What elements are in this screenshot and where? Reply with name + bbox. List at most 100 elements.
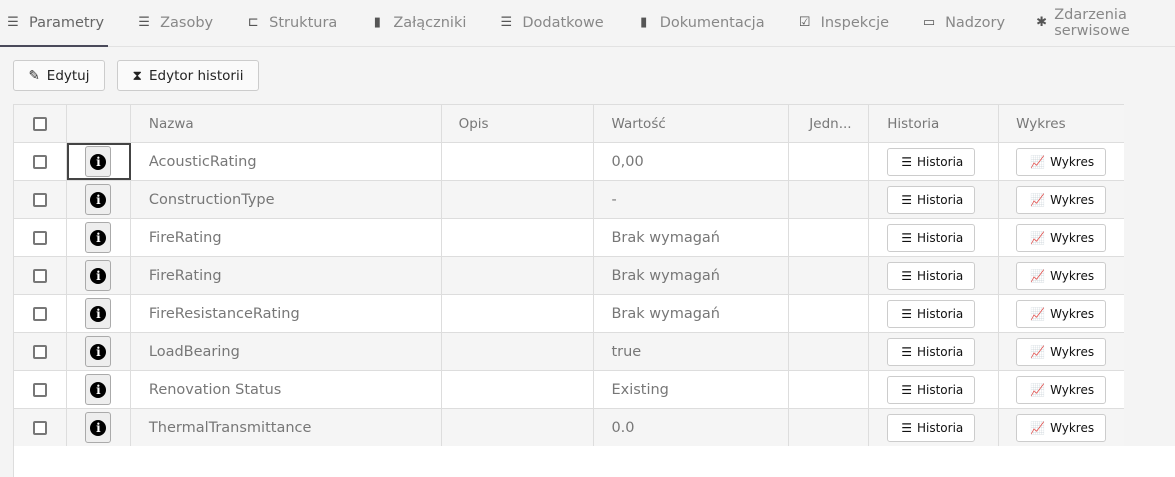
history-label: Historia [916, 192, 964, 207]
row-checkbox[interactable] [32, 192, 47, 207]
list-icon: ☰ [901, 382, 912, 397]
info-button[interactable]: i [85, 146, 112, 177]
row-checkbox[interactable] [32, 306, 47, 321]
description-cell [442, 181, 595, 218]
edit-label: Edytuj [46, 67, 90, 84]
list-icon: ☰ [901, 192, 912, 207]
info-button[interactable]: i [85, 222, 112, 253]
value-cell: Brak wymagań [594, 257, 790, 294]
table-row[interactable]: i ThermalTransmittance 0.0 ☰ Historia 📈 Wy… [14, 409, 1124, 447]
history-editor-label: Edytor historii [149, 67, 244, 84]
sitemap-icon: ⊏ [247, 15, 259, 30]
info-button[interactable]: i [85, 412, 112, 443]
row-checkbox[interactable] [32, 344, 47, 359]
chart-button[interactable]: 📈 Wykres [1016, 147, 1107, 176]
value-cell: 0.0 [594, 409, 790, 446]
chart-button[interactable]: 📈 Wykres [1016, 413, 1107, 442]
description-cell [442, 257, 595, 294]
list-icon: ☰ [901, 344, 912, 359]
description-cell [442, 409, 595, 446]
tab-struktura[interactable]: ⊏ Struktura [239, 0, 338, 46]
tab-parametry[interactable]: ☰ Parametry [0, 0, 109, 47]
name-cell: FireResistanceRating [131, 295, 442, 332]
info-button[interactable]: i [85, 260, 112, 291]
table-row[interactable]: i FireRating Brak wymagań ☰ Historia 📈 Wyk… [14, 257, 1124, 295]
chart-icon: 📈 [1030, 306, 1046, 321]
history-label: Historia [916, 306, 964, 321]
chart-button[interactable]: 📈 Wykres [1016, 375, 1107, 404]
row-checkbox[interactable] [32, 382, 47, 397]
tab-nadzory[interactable]: ▭ Nadzory [915, 0, 1005, 46]
header-description[interactable]: Opis [442, 105, 595, 142]
description-cell [442, 143, 595, 180]
header-value[interactable]: Wartość [594, 105, 790, 142]
chart-label: Wykres [1050, 154, 1095, 169]
header-name[interactable]: Nazwa [131, 105, 442, 142]
description-cell [442, 219, 595, 256]
select-all-checkbox[interactable] [32, 116, 47, 131]
history-button[interactable]: ☰ Historia [887, 413, 976, 442]
history-button[interactable]: ☰ Historia [887, 299, 976, 328]
history-button[interactable]: ☰ Historia [887, 375, 976, 404]
chart-label: Wykres [1050, 420, 1095, 435]
chart-button[interactable]: 📈 Wykres [1016, 299, 1107, 328]
chart-icon: 📈 [1030, 344, 1046, 359]
edit-icon: ✎ [28, 67, 40, 84]
history-button[interactable]: ☰ Historia [887, 185, 976, 214]
name-cell: LoadBearing [131, 333, 442, 370]
tab-dodatkowe[interactable]: ☰ Dodatkowe [492, 0, 604, 46]
history-editor-button[interactable]: ⧗ Edytor historii [117, 60, 259, 91]
tab-zdarzenia-serwisowe[interactable]: ✱ Zdarzenia serwisowe [1031, 0, 1149, 46]
row-checkbox[interactable] [32, 268, 47, 283]
table-row[interactable]: i FireRating Brak wymagań ☰ Historia 📈 Wyk… [14, 219, 1124, 257]
history-button[interactable]: ☰ Historia [887, 223, 976, 252]
history-button[interactable]: ☰ Historia [887, 147, 976, 176]
info-button[interactable]: i [85, 184, 112, 215]
file-icon: ▮ [373, 15, 381, 30]
chart-icon: 📈 [1030, 382, 1046, 397]
info-button[interactable]: i [85, 298, 112, 329]
row-checkbox[interactable] [32, 154, 47, 169]
chart-icon: 📈 [1030, 230, 1046, 245]
hourglass-icon: ⧗ [132, 67, 143, 84]
row-checkbox[interactable] [32, 230, 47, 245]
table-header: Nazwa Opis Wartość Jedn... Historia Wykr… [14, 105, 1124, 143]
table-row[interactable]: i Renovation Status Existing ☰ Historia 📈… [14, 371, 1124, 409]
table-row[interactable]: i ConstructionType - ☰ Historia 📈 Wykres [14, 181, 1124, 219]
row-checkbox[interactable] [32, 420, 47, 435]
chart-button[interactable]: 📈 Wykres [1016, 337, 1107, 366]
tab-bar: ☰ Parametry ☰ Zasoby ⊏ Struktura ▮ Załączniki ☰ D… [0, 0, 1175, 47]
minus-rect-icon: ▭ [922, 15, 936, 30]
chart-button[interactable]: 📈 Wykres [1016, 261, 1107, 290]
tab-label: Struktura [269, 14, 338, 31]
table-row[interactable]: i AcousticRating 0,00 ☰ Historia 📈 Wykres [14, 143, 1124, 181]
edit-button[interactable]: ✎ Edytuj [13, 60, 105, 91]
tab-label: Nadzory [945, 14, 1006, 31]
value-cell: Brak wymagań [594, 295, 790, 332]
check-square-icon: ☑ [798, 15, 811, 30]
chart-button[interactable]: 📈 Wykres [1016, 185, 1107, 214]
info-icon: i [90, 381, 107, 398]
tab-label: Zdarzenia serwisowe [1054, 6, 1130, 39]
info-button[interactable]: i [85, 336, 112, 367]
table-empty-area [13, 446, 1175, 477]
tab-dokumentacja[interactable]: ▮ Dokumentacja [630, 0, 764, 46]
table-row[interactable]: i FireResistanceRating Brak wymagań ☰ His… [14, 295, 1124, 333]
unit-cell [789, 409, 870, 446]
parameters-table: Nazwa Opis Wartość Jedn... Historia Wykr… [13, 104, 1124, 447]
tab-załączniki[interactable]: ▮ Załączniki [363, 0, 467, 46]
tab-zasoby[interactable]: ☰ Zasoby [130, 0, 213, 46]
history-button[interactable]: ☰ Historia [887, 261, 976, 290]
history-label: Historia [916, 154, 964, 169]
table-row[interactable]: i LoadBearing true ☰ Historia 📈 Wykres [14, 333, 1124, 371]
history-button[interactable]: ☰ Historia [887, 337, 976, 366]
header-history: Historia [869, 105, 1000, 142]
tab-inspekcje[interactable]: ☑ Inspekcje [791, 0, 889, 46]
unit-cell [789, 181, 870, 218]
info-button[interactable]: i [85, 374, 112, 405]
chart-label: Wykres [1050, 230, 1095, 245]
chart-label: Wykres [1050, 306, 1095, 321]
header-unit[interactable]: Jedn... [789, 105, 870, 142]
chart-button[interactable]: 📈 Wykres [1016, 223, 1107, 252]
tab-label: Parametry [29, 14, 105, 31]
